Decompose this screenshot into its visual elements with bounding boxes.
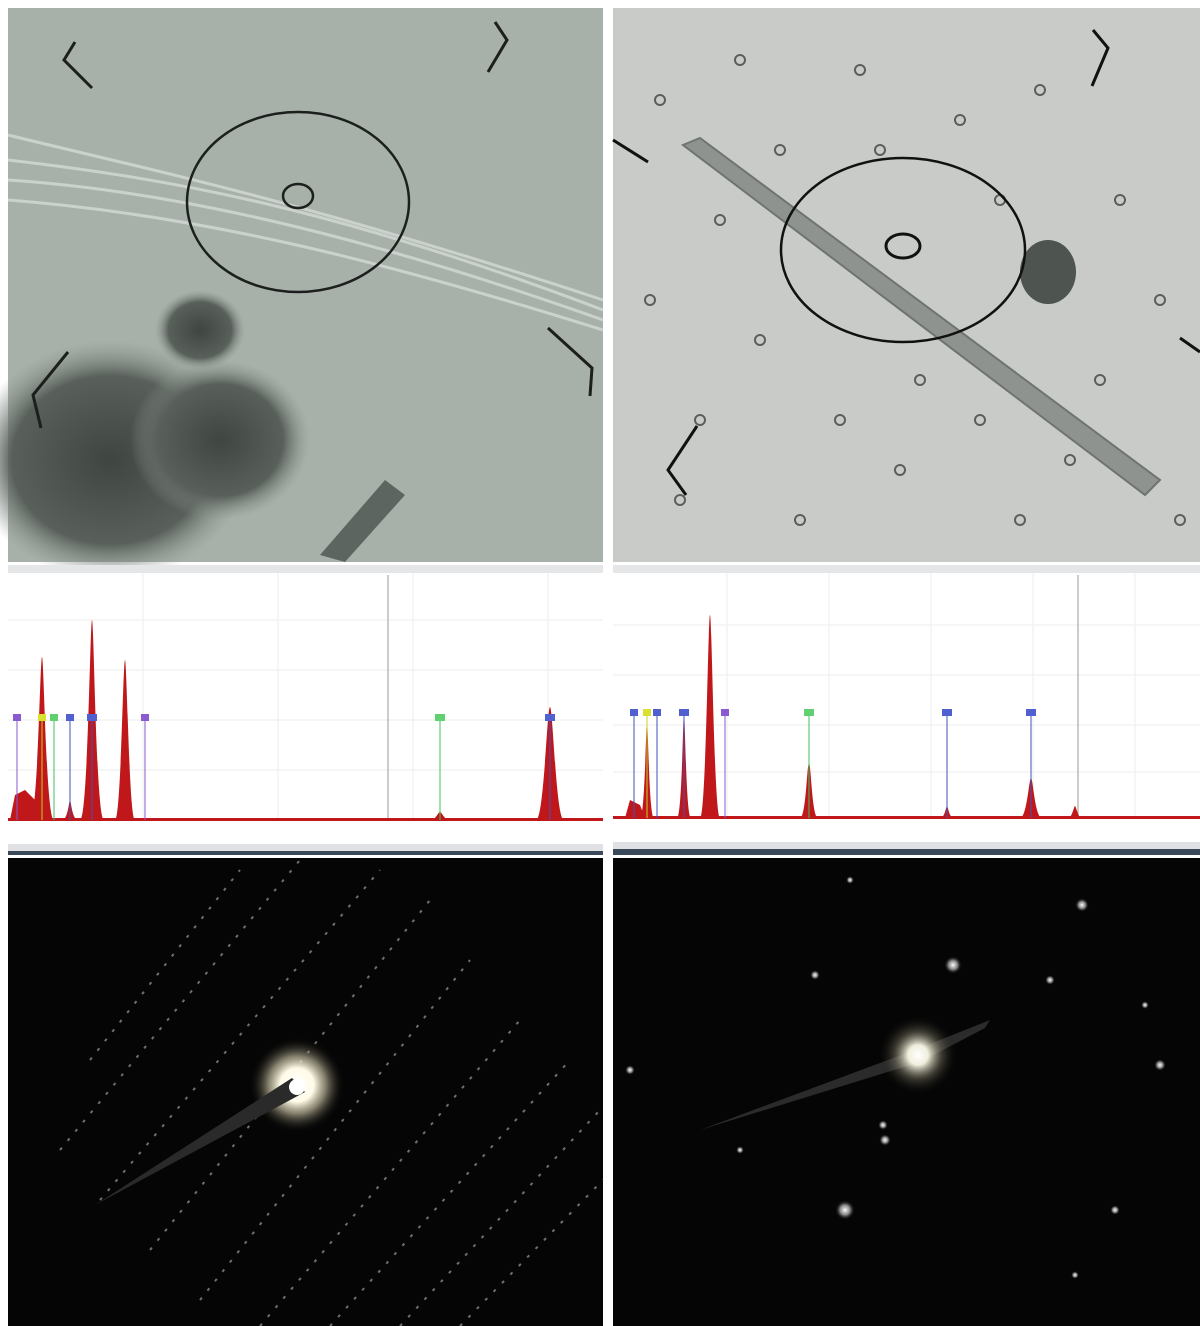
figure bbox=[0, 0, 1200, 1326]
spectrum-left bbox=[8, 565, 603, 855]
page bbox=[0, 0, 1200, 1326]
tem-image-right bbox=[613, 8, 1200, 562]
spectrum-right bbox=[613, 565, 1200, 855]
diffraction-right bbox=[613, 858, 1200, 1326]
tem-image-left bbox=[0, 8, 603, 580]
diffraction-left bbox=[8, 858, 603, 1326]
